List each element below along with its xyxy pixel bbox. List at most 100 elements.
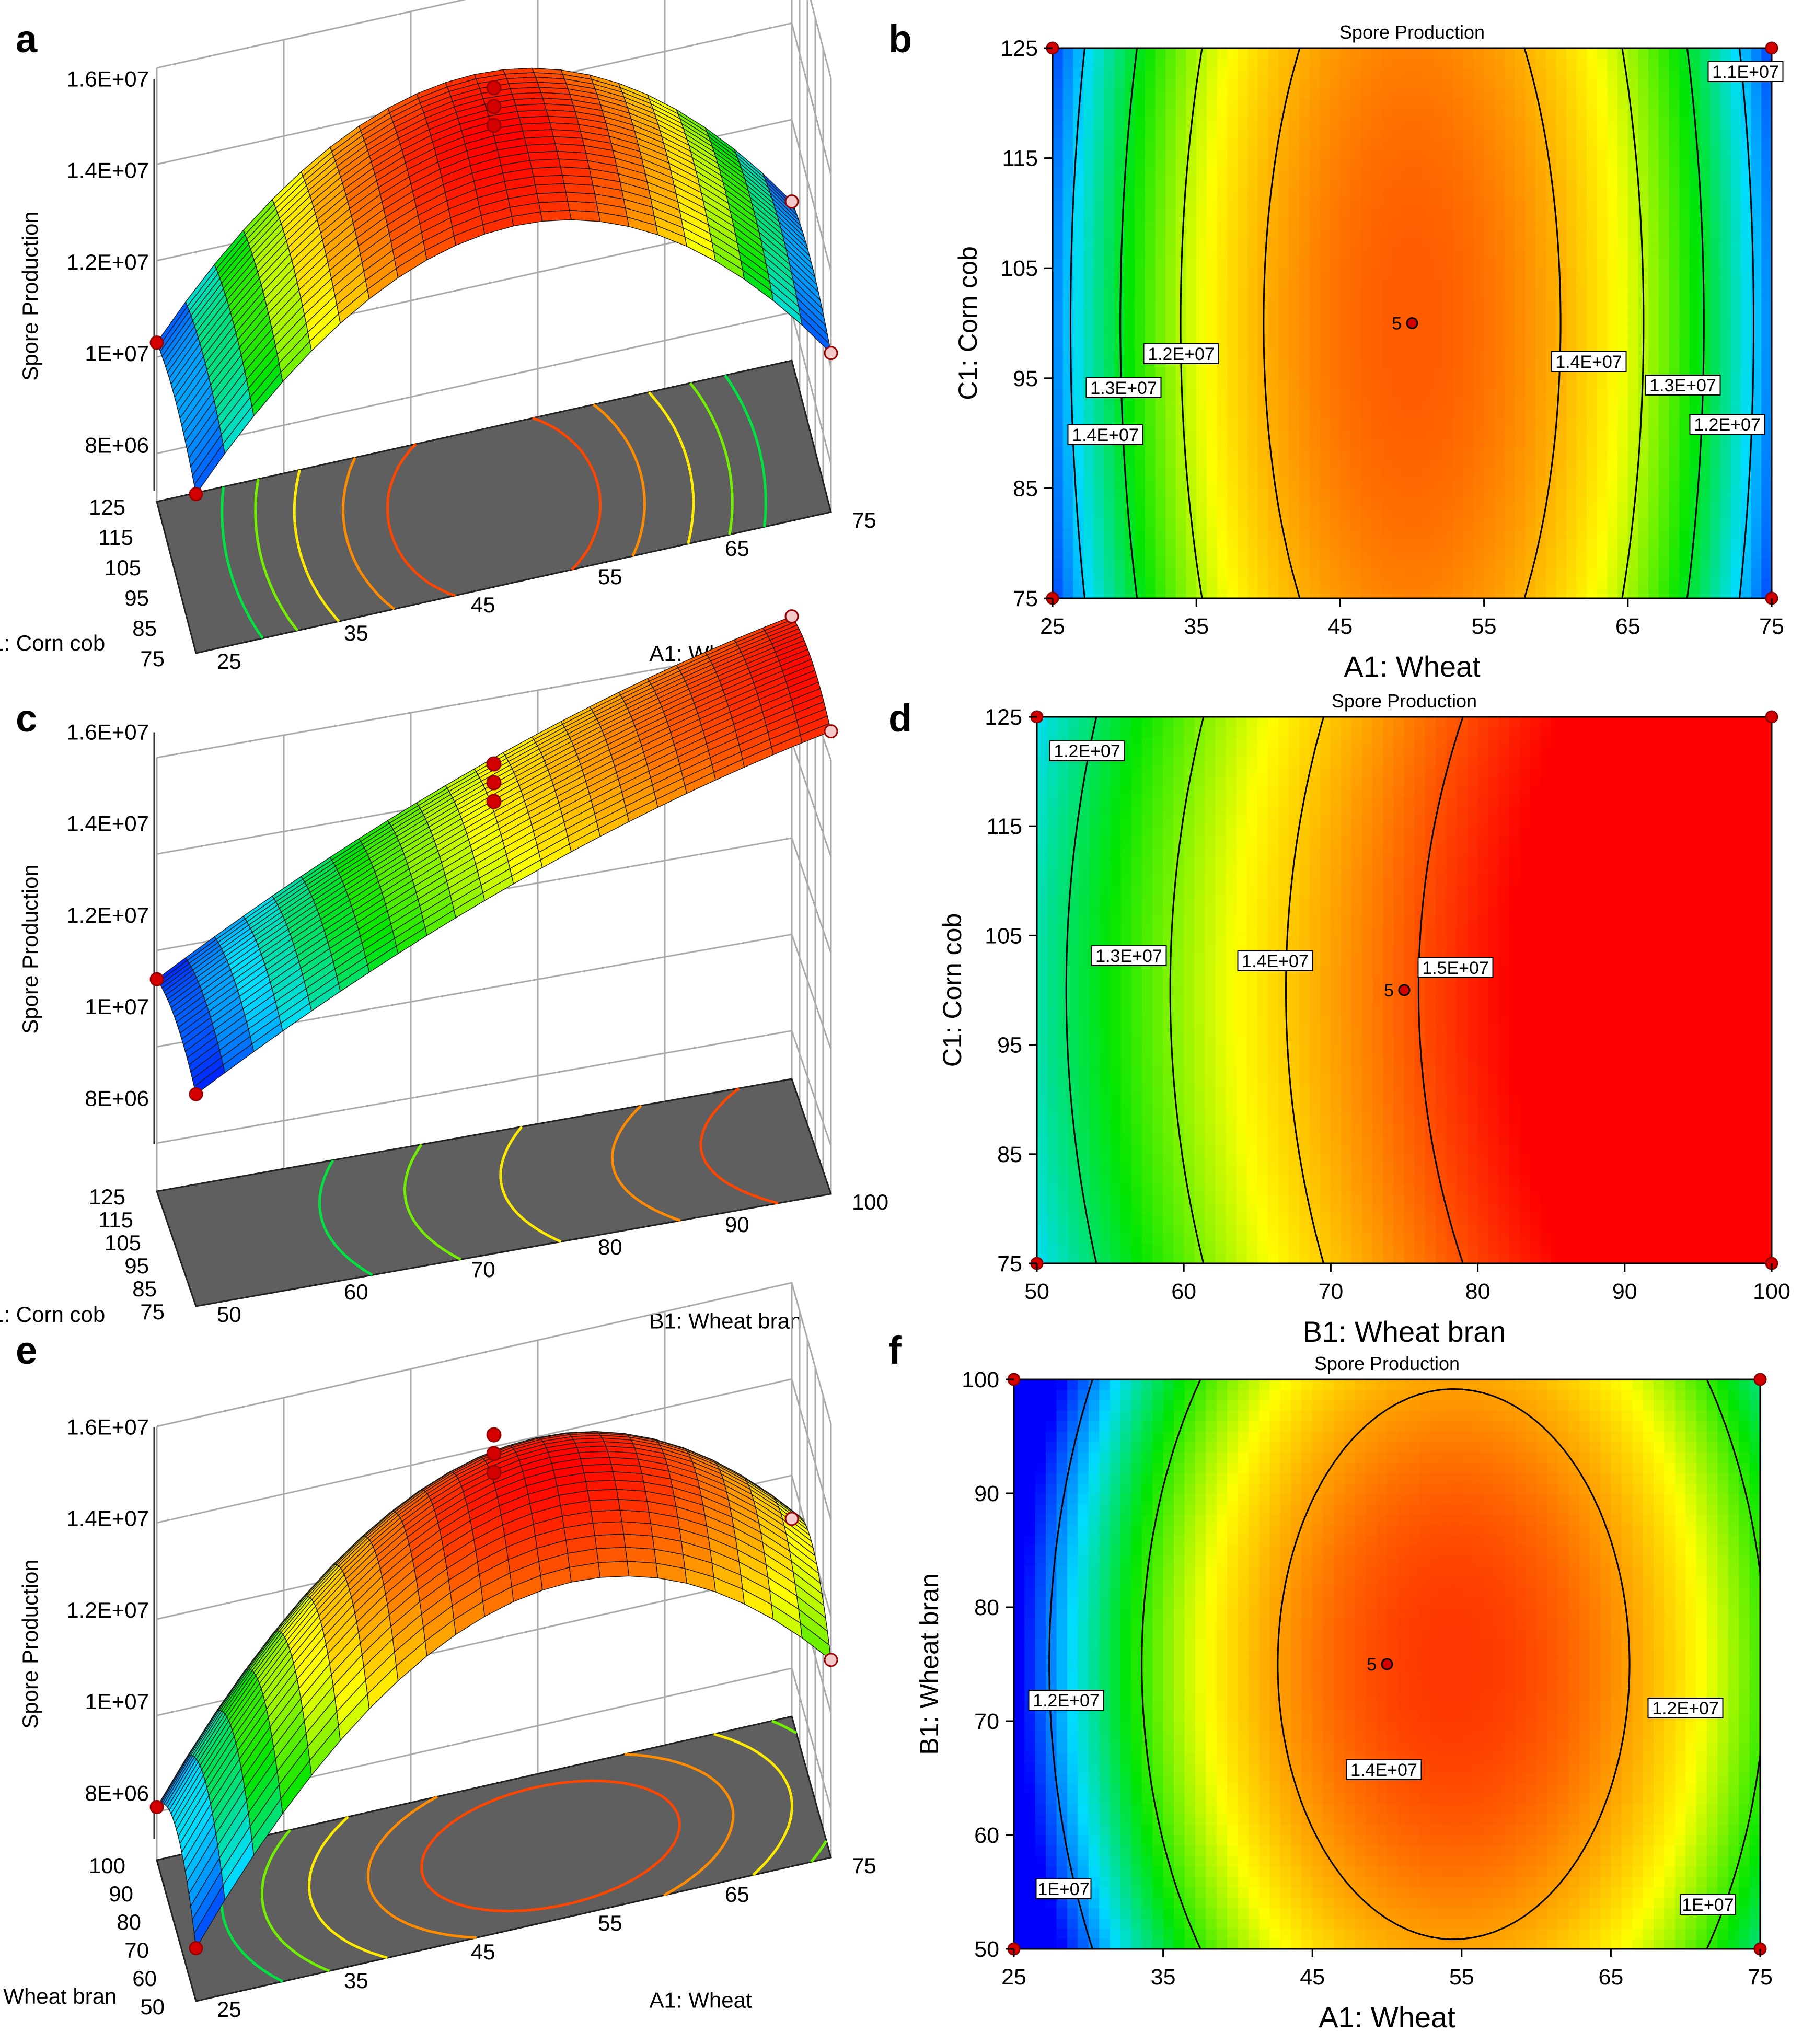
heat-cell: [1247, 588, 1258, 599]
heat-cell: [1391, 448, 1403, 459]
heat-cell: [1381, 348, 1392, 359]
heat-cell: [1638, 218, 1649, 229]
heat-cell: [1186, 578, 1197, 589]
heat-cell: [1442, 338, 1454, 349]
heat-cell: [1289, 248, 1300, 259]
heat-cell: [1494, 148, 1505, 159]
heat-cell: [1227, 138, 1238, 149]
heat-cell: [1155, 428, 1166, 439]
heat-cell: [1104, 178, 1115, 189]
heat-cell: [1381, 138, 1392, 149]
heat-cell: [1247, 168, 1258, 179]
heat-cell: [1607, 188, 1618, 199]
heat-cell: [1627, 298, 1639, 309]
heat-cell: [1535, 78, 1546, 89]
heat-cell: [1494, 98, 1505, 109]
heat-cell: [1638, 148, 1649, 159]
heat-cell: [1597, 268, 1608, 279]
heat-cell: [1278, 338, 1289, 349]
heat-cell: [1463, 338, 1474, 349]
heat-cell: [1135, 568, 1146, 579]
heat-cell: [1689, 288, 1701, 299]
heat-cell: [1422, 298, 1434, 309]
heat-cell: [1299, 188, 1310, 199]
heat-cell: [1289, 368, 1300, 379]
heat-cell: [1350, 178, 1361, 189]
heat-cell: [1658, 438, 1670, 449]
heat-cell: [1227, 208, 1238, 219]
heat-cell: [1402, 538, 1413, 549]
heat-cell: [1515, 108, 1526, 119]
floor-contour-segment: [538, 419, 540, 422]
heat-cell: [1330, 228, 1341, 239]
heat-cell: [1247, 418, 1258, 429]
heat-cell: [1165, 268, 1176, 279]
heat-cell: [1566, 548, 1577, 559]
heat-cell: [1545, 448, 1556, 459]
heat-cell: [1135, 518, 1146, 529]
heat-cell: [1515, 518, 1526, 529]
heat-cell: [1227, 378, 1238, 389]
heat-cell: [1587, 528, 1598, 539]
heat-cell: [1525, 488, 1536, 499]
contour-segment: [1071, 220, 1073, 229]
heat-cell: [1062, 128, 1074, 139]
heat-cell: [1320, 48, 1331, 59]
heat-cell: [1535, 328, 1546, 339]
heat-cell: [1710, 448, 1721, 459]
floor-contour-segment: [282, 609, 286, 614]
surface-facet: [540, 210, 572, 222]
heat-cell: [1114, 128, 1125, 139]
heat-cell: [1473, 508, 1485, 519]
heat-cell: [1258, 278, 1269, 289]
heat-cell: [1638, 178, 1649, 189]
heat-cell: [1175, 98, 1187, 109]
floor-contour-segment: [304, 568, 308, 573]
heat-cell: [1669, 288, 1680, 299]
floor-contour-segment: [442, 589, 449, 595]
heat-cell: [1504, 318, 1516, 329]
heat-cell: [1093, 148, 1105, 159]
heat-cell: [1689, 498, 1701, 509]
heat-cell: [1556, 268, 1567, 279]
heat-cell: [1710, 308, 1721, 319]
heat-cell: [1515, 248, 1526, 259]
heat-cell: [1145, 488, 1156, 499]
heat-cell: [1720, 228, 1731, 239]
heat-cell: [1658, 278, 1670, 289]
heat-cell: [1556, 538, 1567, 549]
heat-cell: [1217, 518, 1228, 529]
heat-cell: [1350, 378, 1361, 389]
heat-cell: [1186, 218, 1197, 229]
heat-cell: [1289, 418, 1300, 429]
heat-cell: [1576, 518, 1587, 529]
heat-cell: [1576, 208, 1587, 219]
heat-cell: [1473, 368, 1485, 379]
heat-cell: [1741, 438, 1752, 449]
heat-cell: [1402, 388, 1413, 399]
heat-cell: [1422, 538, 1434, 549]
heat-cell: [1299, 218, 1310, 229]
heat-cell: [1340, 98, 1351, 109]
heat-cell: [1350, 188, 1361, 199]
heat-cell: [1053, 98, 1064, 109]
heat-cell: [1730, 318, 1741, 329]
heat-cell: [1515, 148, 1526, 159]
floor-contour-segment: [762, 474, 766, 479]
heat-cell: [1535, 438, 1546, 449]
heat-cell: [1186, 248, 1197, 259]
heat-cell: [1258, 358, 1269, 369]
heat-cell: [1278, 268, 1289, 279]
heat-cell: [1566, 118, 1577, 129]
heat-cell: [1587, 188, 1598, 199]
heat-cell: [1412, 208, 1423, 219]
heat-cell: [1473, 78, 1485, 89]
heat-cell: [1289, 498, 1300, 509]
heat-cell: [1350, 268, 1361, 279]
heat-cell: [1186, 228, 1197, 239]
heat-cell: [1196, 148, 1207, 159]
heat-cell: [1730, 218, 1741, 229]
heat-cell: [1525, 518, 1536, 529]
heat-cell: [1371, 568, 1382, 579]
heat-cell: [1587, 68, 1598, 79]
